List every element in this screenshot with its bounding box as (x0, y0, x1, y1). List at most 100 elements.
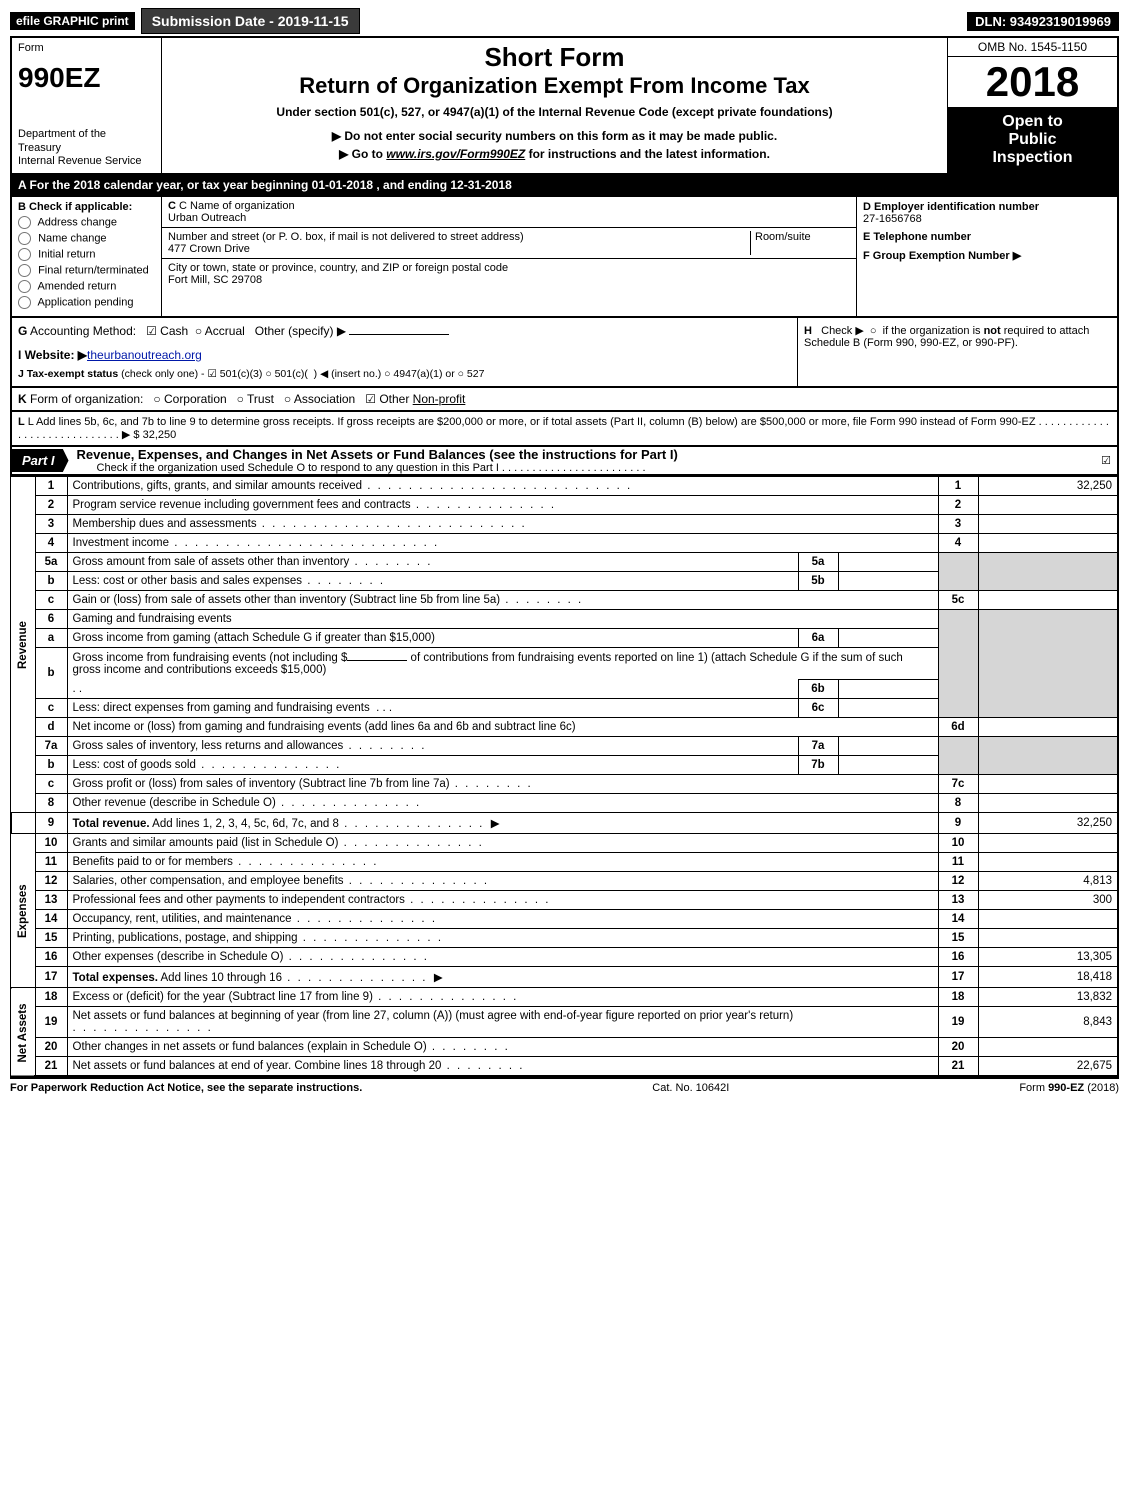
line-7ab-grey-amt (978, 737, 1118, 775)
line-17-num: 17 (35, 967, 67, 988)
part1-bar: Part I Revenue, Expenses, and Changes in… (10, 447, 1119, 476)
line-1-desc: Contributions, gifts, grants, and simila… (67, 477, 938, 496)
line-6d-amt (978, 718, 1118, 737)
line-18-num: 18 (35, 988, 67, 1007)
tax-period-bar: A For the 2018 calendar year, or tax yea… (10, 175, 1119, 197)
line-1-label: 1 (938, 477, 978, 496)
line-5b-desc: Less: cost or other basis and sales expe… (67, 572, 798, 591)
department-label: Department of theTreasuryInternal Revenu… (18, 128, 155, 169)
line-11-amt (978, 853, 1118, 872)
line-7a-inner-amt (838, 737, 938, 756)
line-2-amt (978, 496, 1118, 515)
line-6-grey (938, 610, 978, 718)
chk-address-change[interactable]: Address change (18, 216, 155, 229)
footer-paperwork-notice: For Paperwork Reduction Act Notice, see … (10, 1082, 362, 1094)
line-16-label: 16 (938, 948, 978, 967)
section-c: C C Name of organization Urban Outreach … (162, 197, 857, 316)
efile-badge[interactable]: efile GRAPHIC print (10, 12, 135, 30)
line-4-desc: Investment income (67, 534, 938, 553)
part1-schedule-o-check[interactable]: ☑ (1101, 454, 1117, 467)
chk-name-change[interactable]: Name change (18, 232, 155, 245)
line-6d-desc: Net income or (loss) from gaming and fun… (67, 718, 938, 737)
line-9-desc: Total revenue. Add lines 1, 2, 3, 4, 5c,… (67, 813, 938, 834)
line-2-num: 2 (35, 496, 67, 515)
line-6d-label: 6d (938, 718, 978, 737)
line-6-desc: Gaming and fundraising events (67, 610, 938, 629)
part1-subtitle: Check if the organization used Schedule … (69, 462, 1102, 474)
line-17-amt: 18,418 (978, 967, 1118, 988)
org-name-label: C C Name of organization (168, 200, 850, 212)
part1-tag: Part I (12, 449, 69, 472)
dln-label: DLN: 93492319019969 (967, 12, 1119, 31)
line-6-grey-amt (978, 610, 1118, 718)
line-5b-num: b (35, 572, 67, 591)
room-suite-label: Room/suite (750, 231, 850, 255)
irs-link[interactable]: www.irs.gov/Form990EZ (386, 147, 525, 161)
ein-label: D Employer identification number (863, 201, 1039, 213)
line-5c-desc: Gain or (loss) from sale of assets other… (67, 591, 938, 610)
line-8-label: 8 (938, 794, 978, 813)
section-def: D Employer identification number 27-1656… (857, 197, 1117, 316)
line-21-label: 21 (938, 1057, 978, 1077)
line-7c-amt (978, 775, 1118, 794)
line-6b-desc-spacer: . . (67, 680, 798, 699)
line-6c-desc: Less: direct expenses from gaming and fu… (67, 699, 798, 718)
line-20-num: 20 (35, 1038, 67, 1057)
line-17-label: 17 (938, 967, 978, 988)
org-name-value: Urban Outreach (168, 212, 850, 224)
line-5b-inner-label: 5b (798, 572, 838, 591)
line-15-label: 15 (938, 929, 978, 948)
line-5b-inner-amt (838, 572, 938, 591)
part1-title: Revenue, Expenses, and Changes in Net As… (69, 447, 1102, 462)
chk-final-return[interactable]: Final return/terminated (18, 264, 155, 277)
line-9-amt: 32,250 (978, 813, 1118, 834)
line-19-desc: Net assets or fund balances at beginning… (67, 1007, 938, 1038)
line-11-label: 11 (938, 853, 978, 872)
group-exemption-label: F Group Exemption Number ▶ (863, 249, 1111, 262)
line-14-amt (978, 910, 1118, 929)
line-15-desc: Printing, publications, postage, and shi… (67, 929, 938, 948)
line-6c-inner-amt (838, 699, 938, 718)
line-7c-num: c (35, 775, 67, 794)
line-18-label: 18 (938, 988, 978, 1007)
line-4-label: 4 (938, 534, 978, 553)
line-10-desc: Grants and similar amounts paid (list in… (67, 834, 938, 853)
goto-instructions: ▶ Go to www.irs.gov/Form990EZ for instru… (172, 147, 937, 161)
line-1-amt: 32,250 (978, 477, 1118, 496)
line-6b-desc1: Gross income from fundraising events (no… (67, 648, 938, 680)
line-14-num: 14 (35, 910, 67, 929)
chk-application-pending[interactable]: Application pending (18, 296, 155, 309)
chk-initial-return[interactable]: Initial return (18, 248, 155, 261)
line-6b-inner-amt (838, 680, 938, 699)
website-link[interactable]: theurbanoutreach.org (87, 348, 202, 362)
line-5c-amt (978, 591, 1118, 610)
footer-form-ref: Form 990-EZ (2018) (1019, 1082, 1119, 1094)
line-10-amt (978, 834, 1118, 853)
line-19-amt: 8,843 (978, 1007, 1118, 1038)
tax-year: 2018 (948, 57, 1117, 107)
line-4-amt (978, 534, 1118, 553)
line-20-desc: Other changes in net assets or fund bala… (67, 1038, 938, 1057)
row-h: H Check ▶ ○ if the organization is not r… (797, 318, 1117, 386)
line-7ab-grey (938, 737, 978, 775)
line-21-amt: 22,675 (978, 1057, 1118, 1077)
accounting-method: G Accounting Method: ☑ Cash ○ Accrual Ot… (18, 324, 791, 338)
line-9-num: 9 (35, 813, 67, 834)
row-l: L L Add lines 5b, 6c, and 7b to line 9 t… (10, 412, 1119, 447)
chk-amended-return[interactable]: Amended return (18, 280, 155, 293)
line-20-amt (978, 1038, 1118, 1057)
page-footer: For Paperwork Reduction Act Notice, see … (10, 1077, 1119, 1094)
line-1-num: 1 (35, 477, 67, 496)
line-3-num: 3 (35, 515, 67, 534)
line-5a-desc: Gross amount from sale of assets other t… (67, 553, 798, 572)
ein-value: 27-1656768 (863, 213, 922, 225)
header-left: Form 990EZ Department of theTreasuryInte… (12, 38, 162, 173)
line-20-label: 20 (938, 1038, 978, 1057)
line-8-num: 8 (35, 794, 67, 813)
side-label-revenue: Revenue (11, 477, 35, 813)
line-5ab-grey (938, 553, 978, 591)
line-7b-inner-label: 7b (798, 756, 838, 775)
submission-date-button[interactable]: Submission Date - 2019-11-15 (141, 8, 360, 34)
footer-cat-no: Cat. No. 10642I (652, 1082, 729, 1094)
line-5a-inner-amt (838, 553, 938, 572)
